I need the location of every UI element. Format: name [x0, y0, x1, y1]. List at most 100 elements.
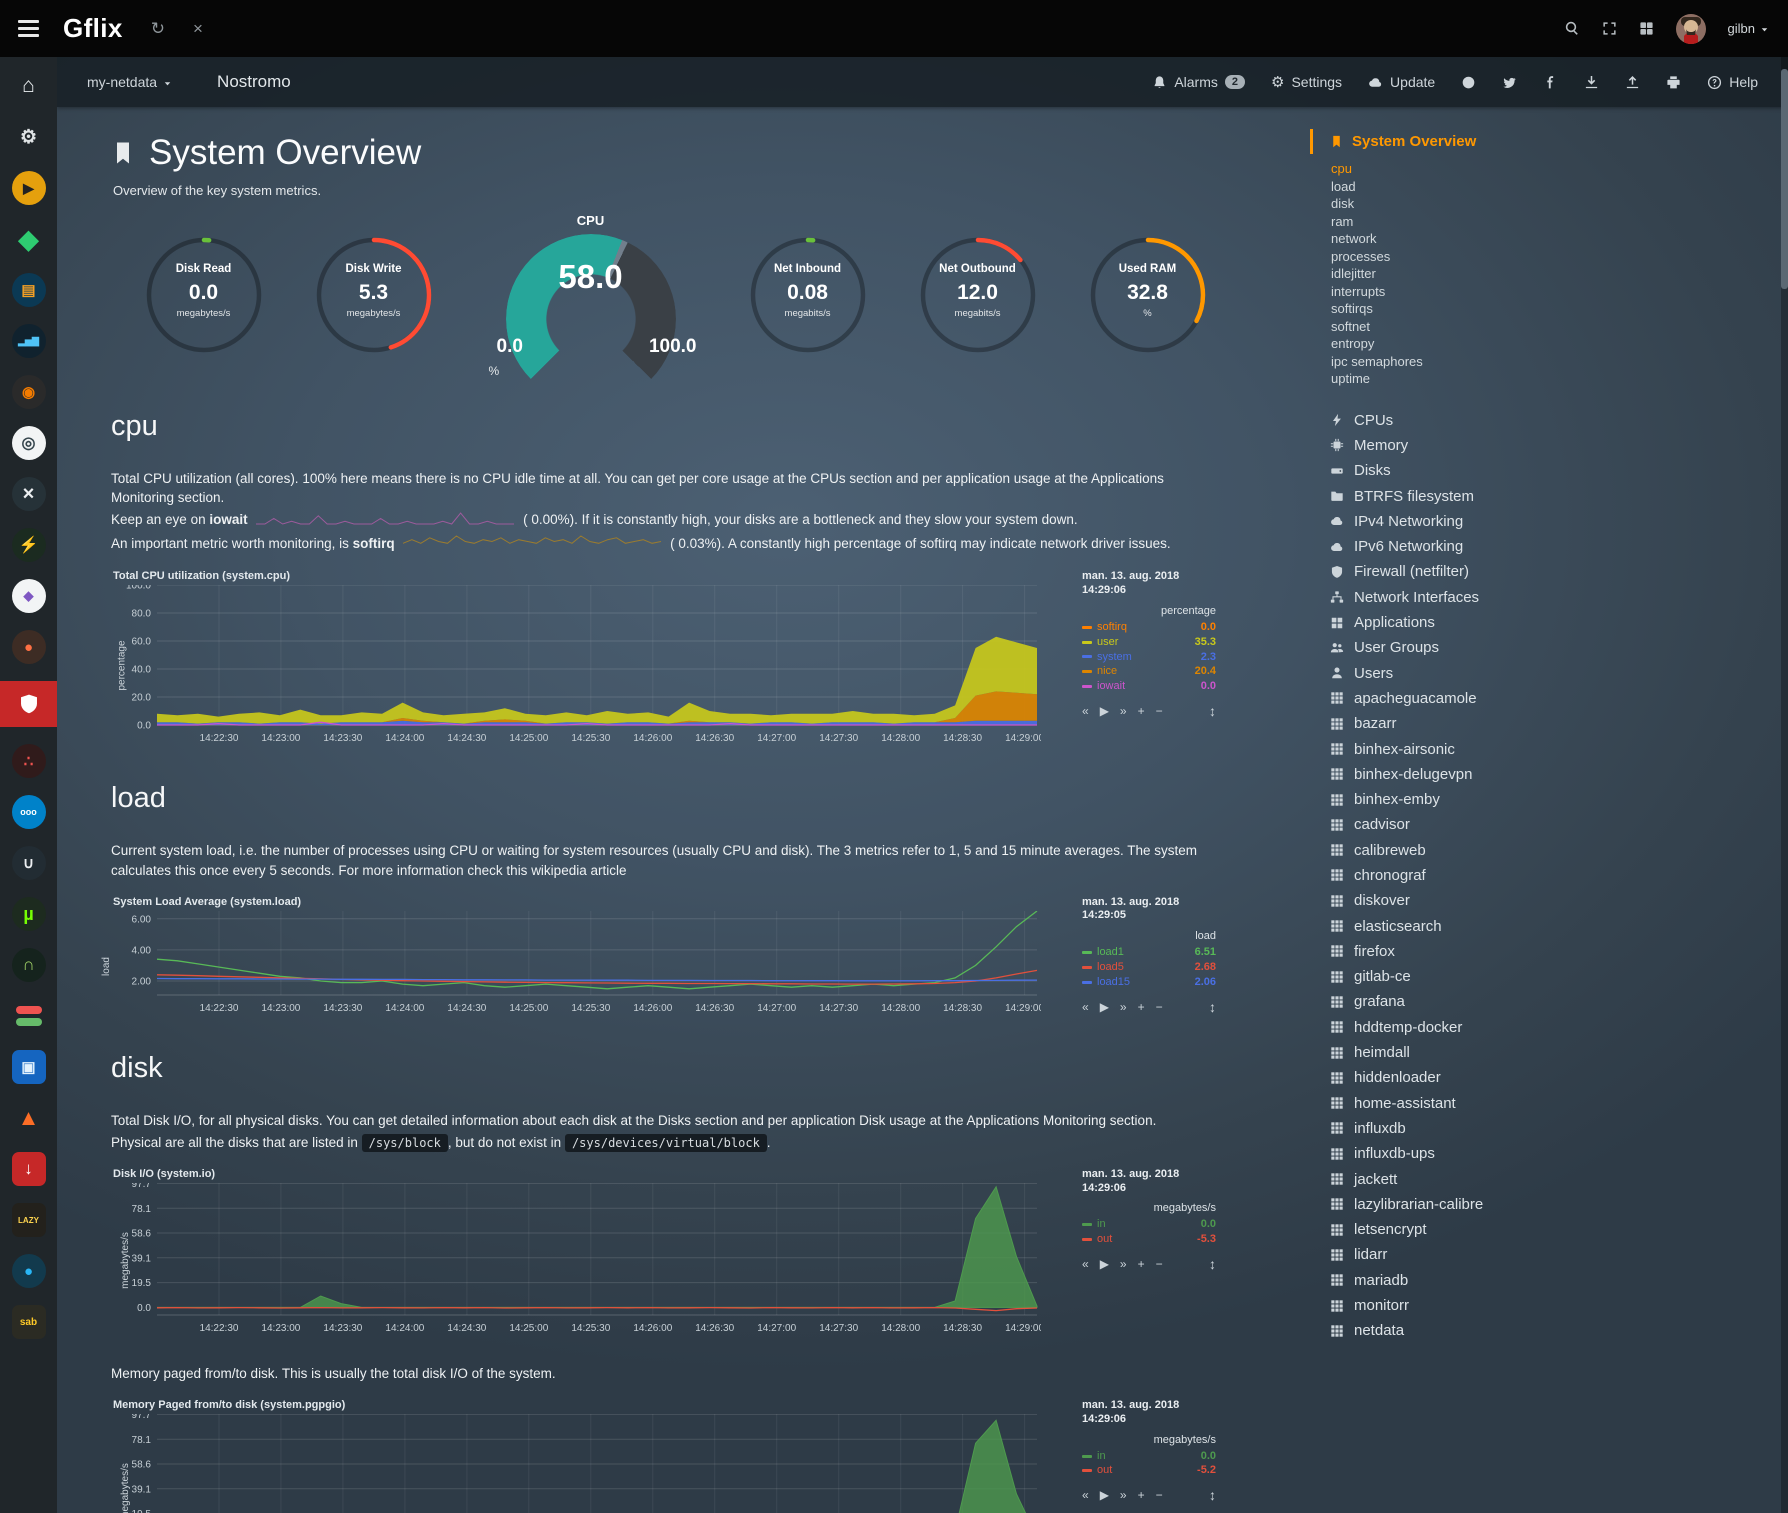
menu-section-memory[interactable]: Memory [1310, 433, 1788, 458]
menu-app-grafana[interactable]: grafana [1310, 989, 1788, 1014]
chart-plot-area[interactable]: 97.7 78.1 58.6 39.1 19.5 0.0 14:22:30 14:23:00 1… [111, 1179, 1045, 1337]
chart-resize-handle[interactable]: ↕ [1209, 703, 1216, 720]
legend-row-softirq[interactable]: softirq 0.0 [1082, 620, 1216, 635]
legend-row-load15[interactable]: load15 2.06 [1082, 975, 1216, 990]
menu-section-firewall-netfilter-[interactable]: Firewall (netfilter) [1310, 559, 1788, 584]
chart-play-button[interactable]: ▶ [1099, 1488, 1109, 1503]
app-green-diamond-app-icon[interactable]: ◆ [0, 222, 57, 256]
page-scrollbar[interactable] [1781, 57, 1788, 1513]
menu-app-letsencrypt[interactable]: letsencrypt [1310, 1217, 1788, 1242]
close-icon[interactable]: × [193, 18, 203, 38]
chart-zoom-out-button[interactable]: − [1155, 1488, 1163, 1503]
menu-app-chronograf[interactable]: chronograf [1310, 863, 1788, 888]
chronograf-app-icon[interactable]: ◆ [0, 579, 57, 613]
app-bolt-app-icon[interactable]: ⚡ [0, 528, 57, 562]
chart-resize-handle[interactable]: ↕ [1209, 1487, 1216, 1504]
chart-zoom-in-button[interactable]: + [1137, 1488, 1145, 1503]
menu-app-apacheguacamole[interactable]: apacheguacamole [1310, 686, 1788, 711]
app-white-circle-app-icon[interactable]: ◎ [0, 426, 57, 460]
legend-row-system[interactable]: system 2.3 [1082, 650, 1216, 665]
settings-button[interactable]: ⚙ Settings [1271, 73, 1342, 91]
menu-app-gitlab-ce[interactable]: gitlab-ce [1310, 964, 1788, 989]
menu-app-cadvisor[interactable]: cadvisor [1310, 812, 1788, 837]
user-menu[interactable]: gilbn [1728, 21, 1770, 36]
chart-pan-forward-button[interactable]: » [1119, 1488, 1127, 1503]
chart-pan-forward-button[interactable]: » [1119, 1257, 1127, 1272]
fullscreen-icon[interactable] [1602, 20, 1617, 38]
menu-sub-uptime[interactable]: uptime [1331, 371, 1371, 386]
legend-row-out[interactable]: out -5.2 [1082, 1463, 1216, 1478]
chart-zoom-in-button[interactable]: + [1137, 1257, 1145, 1272]
chart-play-button[interactable]: ▶ [1099, 999, 1109, 1014]
chart-pan-back-button[interactable]: « [1082, 704, 1089, 719]
menu-section-applications[interactable]: Applications [1310, 610, 1788, 635]
menu-app-monitorr[interactable]: monitorr [1310, 1293, 1788, 1318]
ombi-app-icon[interactable]: ● [0, 630, 57, 664]
chart-resize-handle[interactable]: ↕ [1209, 998, 1216, 1015]
avatar[interactable] [1675, 13, 1706, 44]
menu-sub-ram[interactable]: ram [1331, 213, 1354, 229]
disk-write-gauge[interactable]: Disk Write 5.3 megabytes/s [299, 228, 449, 378]
app-pills-app-icon[interactable] [0, 999, 57, 1033]
airsonic-app-icon[interactable]: ▂▅▇ [0, 324, 57, 358]
plex-app-icon[interactable]: ▶ [0, 171, 57, 205]
menu-sub-load[interactable]: load [1331, 178, 1356, 194]
alarms-button[interactable]: Alarms 2 [1152, 74, 1245, 90]
chart-pan-back-button[interactable]: « [1082, 1488, 1089, 1503]
menu-app-heimdall[interactable]: heimdall [1310, 1040, 1788, 1065]
legend-row-nice[interactable]: nice 20.4 [1082, 664, 1216, 679]
search-icon[interactable] [1564, 20, 1580, 38]
menu-app-bazarr[interactable]: bazarr [1310, 711, 1788, 736]
chart-plot-area[interactable]: 100.0 80.0 60.0 40.0 20.0 0.0 14:22:30 14:23:00… [111, 581, 1045, 747]
menu-app-binhex-emby[interactable]: binhex-emby [1310, 787, 1788, 812]
legend-row-iowait[interactable]: iowait 0.0 [1082, 679, 1216, 694]
menu-section-cpus[interactable]: CPUs [1310, 408, 1788, 433]
menu-section-btrfs-filesystem[interactable]: BTRFS filesystem [1310, 483, 1788, 508]
legend-row-load5[interactable]: load5 2.68 [1082, 960, 1216, 975]
app-dots-app-icon[interactable]: ∴ [0, 744, 57, 778]
menu-section-ipv6-networking[interactable]: IPv6 Networking [1310, 534, 1788, 559]
menu-sub-interrupts[interactable]: interrupts [1331, 283, 1386, 299]
chart-pan-back-button[interactable]: « [1082, 1257, 1089, 1272]
menu-sub-entropy[interactable]: entropy [1331, 336, 1375, 351]
apps-grid-icon[interactable] [1639, 20, 1654, 38]
menu-app-diskover[interactable]: diskover [1310, 888, 1788, 913]
print-button[interactable] [1666, 75, 1681, 90]
utorrent-app-icon[interactable]: µ [0, 897, 57, 931]
refresh-icon[interactable]: ↻ [150, 18, 166, 38]
help-button[interactable]: Help [1707, 74, 1758, 90]
facebook-button[interactable] [1543, 75, 1558, 90]
app-download-app-icon[interactable]: ↓ [0, 1152, 57, 1186]
menu-app-jackett[interactable]: jackett [1310, 1166, 1788, 1191]
menu-app-lidarr[interactable]: lidarr [1310, 1242, 1788, 1267]
menu-icon[interactable] [18, 20, 39, 37]
chart-pan-back-button[interactable]: « [1082, 999, 1089, 1014]
menu-app-elasticsearch[interactable]: elasticsearch [1310, 913, 1788, 938]
net-outbound-gauge[interactable]: Net Outbound 12.0 megabits/s [903, 228, 1053, 378]
disk-read-gauge[interactable]: Disk Read 0.0 megabytes/s [129, 228, 279, 378]
netdata-app-icon[interactable] [0, 681, 57, 727]
app-x-app-icon[interactable]: × [0, 477, 57, 511]
menu-sub-ipc-semaphores[interactable]: ipc semaphores [1331, 353, 1423, 369]
menu-section-network-interfaces[interactable]: Network Interfaces [1310, 585, 1788, 610]
legend-row-user[interactable]: user 35.3 [1082, 635, 1216, 650]
legend-row-out[interactable]: out -5.3 [1082, 1232, 1216, 1247]
chart-resize-handle[interactable]: ↕ [1209, 1256, 1216, 1273]
chart-zoom-in-button[interactable]: + [1137, 999, 1145, 1014]
jackett-app-icon[interactable]: ◉ [0, 375, 57, 409]
upload-button[interactable] [1625, 75, 1640, 90]
app-blue-square-app-icon[interactable]: ▣ [0, 1050, 57, 1084]
menu-sub-softnet[interactable]: softnet [1331, 318, 1371, 334]
menu-app-influxdb[interactable]: influxdb [1310, 1116, 1788, 1141]
server-selector[interactable]: my-netdata [87, 74, 173, 90]
menu-sub-idlejitter[interactable]: idlejitter [1331, 266, 1376, 281]
legend-row-in[interactable]: in 0.0 [1082, 1449, 1216, 1464]
chart-pan-forward-button[interactable]: » [1119, 999, 1127, 1014]
app-drop-app-icon[interactable]: ● [0, 1254, 57, 1288]
cpu-gauge[interactable]: CPU 58.0 0.0 100.0% [483, 213, 699, 404]
gitlab-app-icon[interactable]: ▲ [0, 1101, 57, 1135]
menu-sub-cpu[interactable]: cpu [1331, 161, 1352, 176]
chart-zoom-out-button[interactable]: − [1155, 1257, 1163, 1272]
menu-sub-processes[interactable]: processes [1331, 248, 1391, 264]
menu-app-binhex-airsonic[interactable]: binhex-airsonic [1310, 736, 1788, 761]
